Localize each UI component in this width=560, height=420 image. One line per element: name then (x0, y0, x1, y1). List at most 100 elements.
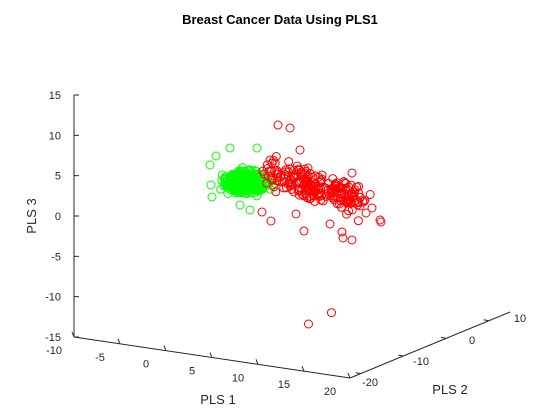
y-tick-label: 10 (514, 313, 526, 325)
scatter-point (206, 180, 216, 190)
x-tick-mark (71, 331, 75, 338)
scatter-point (283, 179, 293, 189)
scatter-point (325, 219, 335, 229)
scatter-point (291, 178, 301, 188)
scatter-point (376, 217, 386, 227)
x-tick-mark (301, 365, 305, 372)
scatter-point (226, 172, 236, 182)
y-axis-ticks: -20 -10 0 10 (355, 313, 526, 389)
scatter-point (353, 216, 363, 226)
scatter-point (211, 151, 221, 161)
z-tick-label: 0 (55, 211, 61, 223)
chart-title: Breast Cancer Data Using PLS1 (182, 12, 378, 27)
scatter-point (262, 164, 272, 174)
scatter-point (235, 200, 245, 210)
scatter-point (355, 201, 365, 211)
scatter-point (289, 187, 299, 197)
z-tick-label: -15 (45, 332, 61, 344)
scatter-point (317, 170, 327, 180)
scatter-point (281, 165, 291, 175)
z-axis-label: PLS 3 (24, 198, 39, 233)
scatter-point (338, 233, 348, 243)
scatter-point (262, 178, 272, 188)
scatter-point (272, 176, 282, 186)
scatter-point (375, 215, 385, 225)
scatter-point (303, 163, 313, 173)
x-tick-label: 15 (278, 379, 290, 391)
scatter-point (321, 183, 331, 193)
scatter-point (309, 185, 319, 195)
scatter-point (294, 165, 304, 175)
z-tick-label: -10 (45, 292, 61, 304)
scatter-point (342, 196, 352, 206)
scatter-point (323, 188, 333, 198)
scatter-point (292, 161, 302, 171)
scatter-point (361, 208, 371, 218)
scatter-point (273, 120, 283, 130)
y-tick-label: -20 (362, 377, 378, 389)
scatter-point (326, 186, 336, 196)
scatter-point (241, 188, 251, 198)
y-tick-mark (483, 319, 489, 322)
scatter-point (253, 176, 263, 186)
scatter-point (246, 177, 256, 187)
y-axis-label: PLS 2 (432, 382, 467, 397)
scatter-point (265, 155, 275, 165)
scatter-point (360, 195, 370, 205)
scatter-point (327, 308, 336, 318)
scatter-point (252, 191, 262, 201)
scatter-point (257, 207, 267, 217)
scatter-point (259, 180, 269, 190)
scatter-point (337, 227, 347, 237)
scatter-point (365, 190, 375, 199)
scatter-point (226, 185, 236, 195)
scatter-point (234, 179, 243, 189)
z-axis-ticks: 15 10 5 0 -5 -10 -15 (45, 90, 79, 344)
y-tick-mark (355, 372, 361, 375)
scatter-point (315, 191, 325, 201)
scatter-point (347, 235, 357, 245)
scatter-point (293, 171, 303, 181)
y-tick-label: -10 (413, 356, 429, 368)
scatter-point (285, 123, 295, 133)
scatter-point (252, 143, 262, 153)
scatter-point (271, 187, 281, 197)
scatter-point (341, 179, 351, 188)
scatter-point (295, 145, 305, 155)
scatter-point (245, 205, 255, 215)
scatter-point (244, 166, 254, 176)
x-tick-mark (209, 352, 213, 358)
z-tick-label: 15 (49, 90, 61, 102)
scatter-point (309, 191, 319, 201)
x-tick-mark (117, 338, 121, 345)
z-tick-label: 5 (55, 171, 61, 183)
z-tick-label: -5 (51, 251, 61, 263)
scatter-point (207, 192, 217, 202)
scatter-point (300, 176, 310, 186)
scatter-point (231, 182, 241, 191)
x-tick-label: 10 (232, 372, 244, 384)
scatter-point (235, 173, 245, 183)
scatter-point (299, 226, 309, 236)
x-axis-label: PLS 1 (200, 392, 235, 407)
scatter-points (205, 120, 386, 329)
scatter-point (266, 216, 276, 226)
scatter-point (335, 183, 345, 193)
scatter-point (291, 209, 301, 219)
x-tick-label: 0 (143, 359, 149, 371)
x-tick-mark (347, 372, 351, 379)
scatter-point (305, 191, 315, 201)
scatter-point (350, 185, 360, 195)
scatter-point (262, 160, 272, 170)
scatter-point (280, 170, 290, 180)
scatter-point (258, 166, 268, 176)
y-tick-mark (398, 354, 404, 357)
x-tick-mark (255, 359, 259, 365)
scatter-point (284, 157, 294, 167)
scatter-point (344, 191, 354, 201)
x-tick-mark (163, 345, 167, 351)
y-tick-mark (440, 336, 447, 339)
scatter-point (317, 174, 327, 184)
